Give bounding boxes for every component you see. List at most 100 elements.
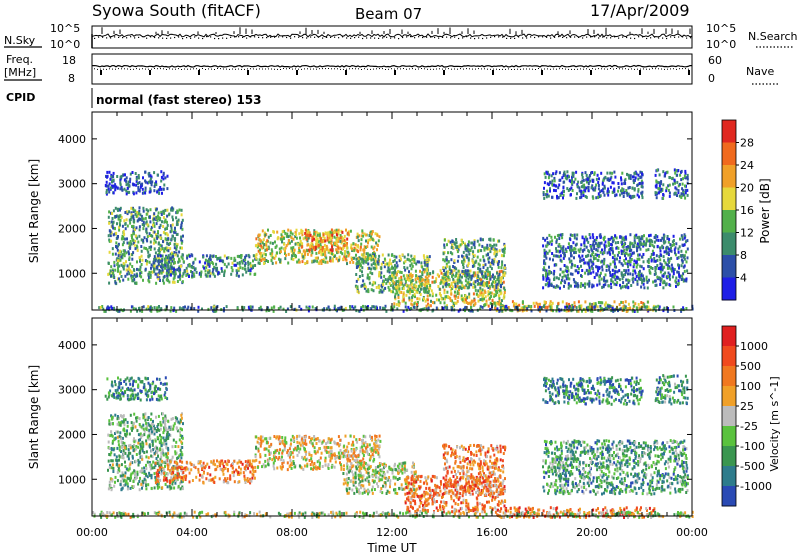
echo-cell — [621, 245, 624, 248]
echo-cell — [265, 248, 268, 252]
nave-dot — [166, 69, 167, 70]
echo-cell — [685, 250, 688, 254]
echo-cell — [419, 269, 421, 273]
echo-cell — [470, 246, 473, 250]
echo-cell — [387, 285, 390, 289]
nave-dot — [304, 68, 305, 70]
echo-cell — [463, 270, 465, 274]
echo-cell — [551, 239, 554, 243]
echo-cell — [555, 276, 558, 280]
echo-cell — [637, 177, 640, 181]
echo-cell — [365, 252, 368, 256]
echo-cell — [125, 268, 128, 272]
nave-dot — [637, 68, 638, 70]
echo-cell — [194, 267, 197, 271]
noise-search-dot — [494, 36, 496, 38]
echo-cell — [144, 186, 147, 190]
noise-search-dot — [350, 37, 352, 39]
echo-cell — [167, 279, 170, 283]
echo-cell — [318, 245, 321, 249]
echo-cell — [424, 263, 427, 267]
echo-cell — [358, 256, 361, 260]
echo-cell — [676, 194, 678, 197]
echo-cell — [669, 277, 671, 281]
echo-cell — [356, 290, 359, 293]
echo-cell — [624, 285, 627, 289]
echo-cell — [219, 256, 222, 260]
echo-cell — [378, 290, 381, 294]
noise-search-dot — [550, 37, 552, 39]
echo-cell — [404, 280, 407, 283]
echo-cell — [589, 179, 591, 183]
echo-cell — [449, 296, 452, 300]
echo-cell — [118, 228, 121, 232]
echo-cell — [592, 240, 595, 244]
echo-cell — [670, 256, 673, 260]
echo-cell — [666, 235, 669, 238]
echo-cell — [163, 257, 166, 261]
echo-cell — [108, 281, 111, 285]
echo-cell — [607, 190, 610, 194]
echo-cell — [591, 309, 594, 313]
echo-cell — [633, 187, 636, 191]
echo-cell — [547, 272, 550, 276]
echo-cell — [177, 266, 180, 270]
echo-cell — [421, 273, 424, 277]
echo-cell — [636, 193, 639, 197]
echo-cell — [420, 261, 423, 265]
echo-cell — [142, 227, 145, 231]
echo-cell — [293, 248, 296, 252]
echo-cell — [142, 239, 145, 242]
echo-cell — [119, 183, 122, 187]
echo-cell — [380, 284, 383, 288]
echo-cell — [487, 284, 490, 287]
echo-cell — [414, 284, 417, 288]
echo-cell — [335, 231, 338, 235]
echo-cell — [188, 264, 191, 268]
echo-cell — [598, 234, 601, 238]
echo-cell — [329, 230, 332, 234]
echo-cell — [617, 246, 620, 250]
echo-cell — [316, 244, 319, 248]
echo-cell — [614, 241, 617, 245]
echo-cell — [456, 247, 459, 251]
echo-cell — [308, 248, 310, 252]
echo-cell — [132, 230, 135, 234]
echo-cell — [686, 188, 689, 192]
echo-cell — [194, 257, 197, 261]
cpid-label: CPID — [6, 91, 35, 104]
nave-dot — [184, 68, 185, 70]
echo-cell — [557, 277, 560, 281]
echo-cell — [665, 250, 668, 253]
echo-cell — [656, 258, 659, 262]
nave-dot — [571, 68, 572, 70]
echo-cell — [627, 186, 630, 190]
echo-cell — [577, 284, 580, 288]
echo-cell — [178, 259, 181, 263]
echo-cell — [179, 268, 182, 272]
echo-cell — [134, 281, 137, 285]
echo-cell — [489, 265, 492, 268]
echo-cell — [686, 239, 689, 243]
echo-cell — [481, 270, 484, 274]
echo-cell — [490, 294, 493, 298]
echo-cell — [170, 256, 173, 260]
echo-cell — [320, 262, 323, 265]
echo-cell — [568, 260, 571, 264]
echo-cell — [374, 262, 377, 266]
echo-cell — [396, 307, 399, 311]
echo-cell — [366, 245, 369, 249]
echo-cell — [598, 282, 601, 286]
echo-cell — [487, 286, 490, 289]
echo-cell — [672, 305, 675, 309]
echo-cell — [408, 270, 410, 274]
echo-cell — [680, 196, 683, 199]
echo-cell — [422, 268, 425, 272]
nave-dot — [499, 69, 500, 70]
echo-cell — [501, 307, 504, 311]
echo-cell — [119, 177, 122, 181]
echo-cell — [465, 301, 468, 304]
echo-cell — [642, 244, 645, 248]
echo-cell — [319, 259, 322, 263]
echo-cell — [187, 305, 190, 309]
